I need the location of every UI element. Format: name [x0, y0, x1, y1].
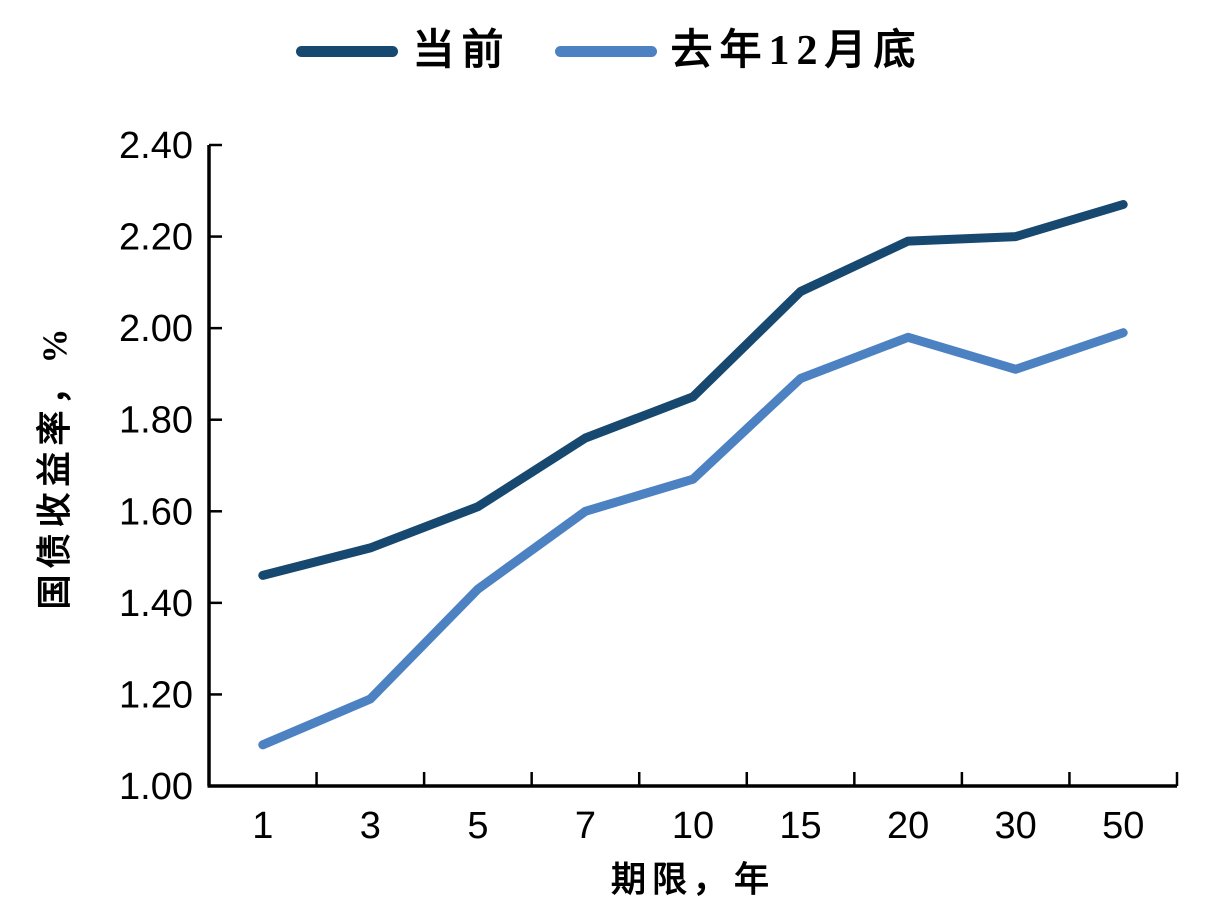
legend-line-swatch-last-december	[554, 45, 657, 57]
y-tick-label: 1.80	[119, 400, 193, 442]
y-tick-label: 2.20	[119, 217, 193, 259]
x-tick-label: 1	[252, 805, 273, 847]
x-tick-label: 10	[672, 805, 714, 847]
x-tick-label: 15	[779, 805, 821, 847]
y-tick-label: 1.00	[119, 766, 193, 808]
x-tick-label: 50	[1102, 805, 1144, 847]
series-line-0	[258, 200, 1128, 580]
x-tick-label: 20	[887, 805, 929, 847]
legend-item-last-december: 去年12月底	[554, 28, 923, 74]
x-tick-label: 30	[995, 805, 1037, 847]
legend: 当前 去年12月底	[0, 30, 1219, 72]
y-tick-label: 1.40	[119, 583, 193, 625]
legend-label-last-december: 去年12月底	[670, 28, 923, 74]
y-tick-label: 2.00	[119, 308, 193, 350]
x-axis-title: 期限，年	[610, 860, 776, 900]
legend-label-current: 当前	[412, 28, 511, 74]
x-tick-label: 7	[575, 805, 596, 847]
x-tick-label: 5	[467, 805, 488, 847]
x-tick-label: 3	[360, 805, 381, 847]
series-line-1	[258, 328, 1128, 750]
legend-line-swatch-current	[296, 45, 399, 57]
y-tick-label: 1.60	[119, 491, 193, 533]
y-tick-label: 1.20	[119, 674, 193, 716]
y-tick-label: 2.40	[119, 125, 193, 167]
y-axis-title: 国债收益率，%	[35, 322, 75, 610]
legend-item-current: 当前	[296, 30, 510, 72]
